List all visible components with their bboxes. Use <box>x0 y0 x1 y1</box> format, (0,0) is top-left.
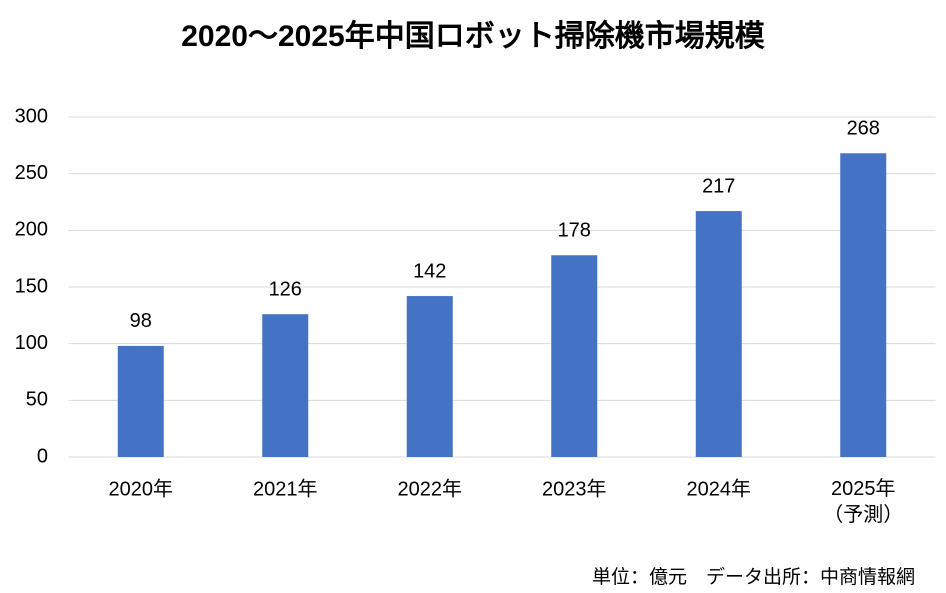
bar <box>551 255 598 457</box>
y-tick-label: 300 <box>15 105 48 127</box>
y-tick-label: 150 <box>15 275 48 297</box>
y-tick-label: 50 <box>26 389 48 411</box>
source-note: 単位：億元 データ出所：中商情報網 <box>592 566 915 588</box>
x-tick-label: 2020年 <box>109 477 174 500</box>
chart-title: 2020～2025年中国ロボット掃除機市場規模 <box>181 19 764 53</box>
x-tick-label: 2024年 <box>687 477 752 500</box>
data-label: 142 <box>413 260 446 282</box>
data-label: 217 <box>702 175 735 197</box>
x-tick-label: 2022年 <box>398 477 463 500</box>
bar <box>117 345 164 457</box>
bar <box>406 296 453 457</box>
data-label: 268 <box>847 118 880 140</box>
y-tick-label: 100 <box>15 332 48 354</box>
x-tick-label: 2025年（予測） <box>823 477 903 526</box>
data-label: 126 <box>269 278 302 300</box>
y-tick-label: 200 <box>15 219 48 241</box>
bar <box>840 153 887 457</box>
y-tick-label: 250 <box>15 162 48 184</box>
x-tick-label: 2023年 <box>542 477 607 500</box>
bar <box>695 211 742 457</box>
bar <box>262 314 309 457</box>
data-label: 178 <box>558 220 591 242</box>
data-label: 98 <box>130 310 152 332</box>
y-tick-label: 0 <box>37 445 48 467</box>
x-tick-label: 2021年 <box>253 477 318 500</box>
